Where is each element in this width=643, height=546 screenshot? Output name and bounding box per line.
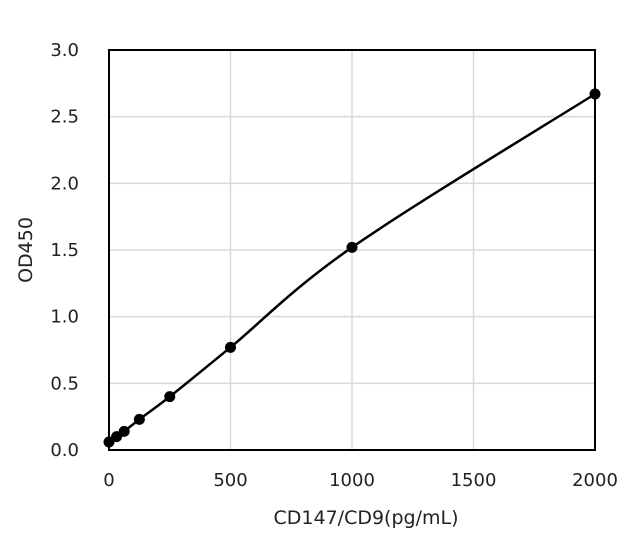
y-tick-label: 2.0 — [50, 173, 79, 194]
x-tick-label: 0 — [103, 470, 114, 491]
x-tick-label: 1000 — [329, 470, 375, 491]
y-tick-label: 1.5 — [50, 240, 79, 261]
y-tick-label: 1.0 — [50, 307, 79, 328]
plot-area-frame — [108, 49, 596, 451]
y-axis-title: OD450 — [15, 217, 37, 283]
data-point — [589, 88, 601, 100]
y-tick-label: 2.5 — [50, 107, 79, 128]
x-tick-label: 500 — [213, 470, 247, 491]
data-points — [103, 88, 601, 448]
data-point — [225, 341, 236, 353]
y-axis-ticks: 0.0 0.5 1.0 1.5 2.0 2.5 3.0 — [50, 40, 79, 461]
data-point — [133, 413, 145, 425]
data-point — [164, 391, 176, 403]
y-tick-label: 3.0 — [50, 40, 79, 61]
y-tick-label: 0.0 — [50, 440, 79, 461]
y-tick-label: 0.5 — [50, 373, 79, 394]
x-tick-label: 1500 — [451, 470, 497, 491]
data-point — [346, 241, 358, 253]
x-axis-ticks: 0 500 1000 1500 2000 — [103, 470, 618, 491]
x-tick-label: 2000 — [572, 470, 618, 491]
data-point — [118, 425, 130, 437]
x-axis-title: CD147/CD9(pg/mL) — [274, 507, 459, 529]
